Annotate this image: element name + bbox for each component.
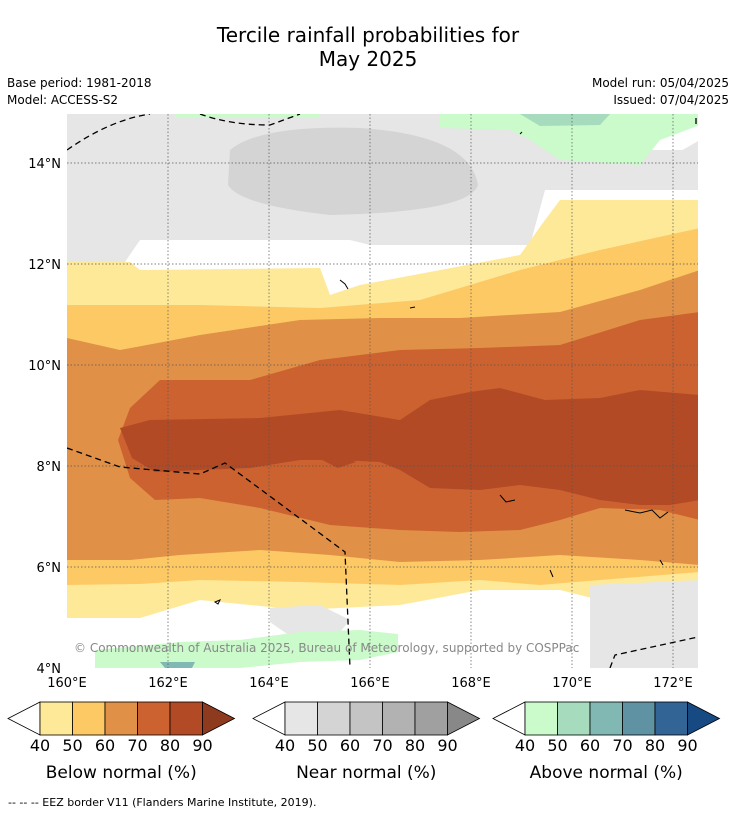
chart-title-line2: May 2025 bbox=[318, 47, 418, 71]
colorbar-swatch bbox=[284, 701, 318, 736]
colorbar-title: Below normal (%) bbox=[46, 763, 197, 783]
colorbar-tick-label: 80 bbox=[645, 736, 665, 755]
lat-label: 8°N bbox=[37, 460, 62, 475]
eez-borders bbox=[67, 114, 698, 668]
lon-label: 160°E bbox=[47, 676, 87, 691]
near-normal-region-north-core bbox=[228, 127, 478, 215]
colorbar-extend-low bbox=[252, 701, 286, 736]
colorbar-tick-label: 70 bbox=[612, 736, 632, 755]
colorbar-tick-label: 90 bbox=[677, 736, 697, 755]
model-name: Model: ACCESS-S2 bbox=[7, 93, 119, 107]
lon-label: 170°E bbox=[552, 676, 592, 691]
colorbar-tick-label: 80 bbox=[405, 736, 425, 755]
colorbar-tick-label: 50 bbox=[307, 736, 327, 755]
colorbar-tick-label: 90 bbox=[192, 736, 212, 755]
above-normal-region-north bbox=[440, 114, 698, 165]
lon-label: 172°E bbox=[653, 676, 693, 691]
lon-label: 166°E bbox=[350, 676, 390, 691]
colorbar-swatch bbox=[524, 701, 558, 736]
lat-label: 10°N bbox=[28, 359, 61, 374]
colorbar-swatch bbox=[654, 701, 688, 736]
colorbar-swatch bbox=[557, 701, 591, 736]
colorbar-tick-label: 60 bbox=[340, 736, 360, 755]
chart-title-line1: Tercile rainfall probabilities for bbox=[216, 23, 520, 47]
colorbar-swatch bbox=[137, 701, 171, 736]
colorbar-tick-label: 70 bbox=[127, 736, 147, 755]
colorbar-tick-label: 40 bbox=[30, 736, 50, 755]
lat-label: 14°N bbox=[28, 157, 61, 172]
colorbar-swatch bbox=[39, 701, 73, 736]
forecast-map: © Commonwealth of Australia 2025, Bureau… bbox=[7, 114, 721, 783]
longitude-labels: 160°E 162°E 164°E 166°E 168°E 170°E 172°… bbox=[47, 676, 693, 691]
colorbar-extend-high bbox=[447, 701, 481, 736]
copyright-notice: © Commonwealth of Australia 2025, Bureau… bbox=[74, 641, 579, 655]
colorbar-tick-label: 40 bbox=[515, 736, 535, 755]
colorbar-swatch bbox=[622, 701, 656, 736]
colorbar-swatch bbox=[72, 701, 106, 736]
colorbar-tick-label: 60 bbox=[95, 736, 115, 755]
above-normal-region-south-core bbox=[160, 662, 195, 668]
colorbar-extend-low bbox=[492, 701, 526, 736]
colorbar-tick-label: 50 bbox=[62, 736, 82, 755]
colorbar-title: Above normal (%) bbox=[530, 763, 683, 783]
colorbar-below-normal: 40 50 60 70 80 90 Below normal (%) bbox=[7, 701, 236, 783]
colorbar-tick-label: 80 bbox=[160, 736, 180, 755]
islands bbox=[213, 131, 669, 605]
base-period: Base period: 1981-2018 bbox=[7, 76, 152, 90]
colorbar-above-normal: 40 50 60 70 80 90 Above normal (%) bbox=[492, 701, 721, 783]
colorbar-swatch bbox=[317, 701, 351, 736]
near-normal-region-ne bbox=[665, 141, 698, 190]
lat-label: 6°N bbox=[37, 561, 62, 576]
colorbar-tick-label: 60 bbox=[580, 736, 600, 755]
lat-label: 12°N bbox=[28, 258, 61, 273]
near-normal-region-sw bbox=[270, 605, 350, 636]
model-run: Model run: 05/04/2025 bbox=[591, 76, 729, 90]
colorbar-tick-label: 50 bbox=[547, 736, 567, 755]
above-normal-region-south bbox=[95, 630, 398, 668]
probability-field: © Commonwealth of Australia 2025, Bureau… bbox=[67, 114, 698, 668]
colorbar-title: Near normal (%) bbox=[296, 763, 436, 783]
lon-label: 168°E bbox=[451, 676, 491, 691]
colorbar-swatch bbox=[169, 701, 203, 736]
colorbar-extend-high bbox=[687, 701, 721, 736]
colorbar-swatch bbox=[382, 701, 416, 736]
issued-date: Issued: 07/04/2025 bbox=[613, 93, 729, 107]
colorbar-extend-low bbox=[7, 701, 41, 736]
gridlines bbox=[67, 114, 698, 668]
colorbar-extend-high bbox=[202, 701, 236, 736]
colorbar-swatch bbox=[414, 701, 448, 736]
colorbar-tick-label: 90 bbox=[437, 736, 457, 755]
below-normal-band-80 bbox=[120, 388, 698, 505]
latitude-labels: 14°N 12°N 10°N 8°N 6°N 4°N bbox=[28, 157, 61, 677]
lon-label: 164°E bbox=[249, 676, 289, 691]
colorbar-tick-label: 70 bbox=[372, 736, 392, 755]
eez-footnote: -- -- -- EEZ border V11 (Flanders Marine… bbox=[8, 796, 317, 809]
near-normal-region-south bbox=[590, 580, 698, 668]
colorbar-tick-label: 40 bbox=[275, 736, 295, 755]
lat-label: 4°N bbox=[37, 662, 62, 677]
below-normal-core-8n bbox=[318, 452, 356, 468]
colorbar-swatch bbox=[104, 701, 138, 736]
above-normal-region-north-core bbox=[520, 114, 610, 126]
lon-label: 162°E bbox=[148, 676, 188, 691]
colorbar-swatch bbox=[349, 701, 383, 736]
colorbar-swatch bbox=[589, 701, 623, 736]
